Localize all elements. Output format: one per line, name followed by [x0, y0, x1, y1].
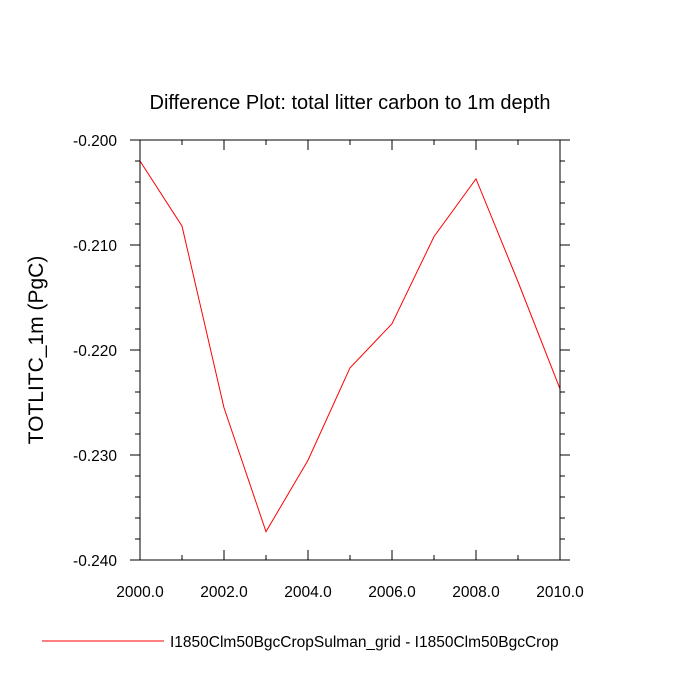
axis-ticks: [130, 139, 570, 561]
y-tick-label: -0.210: [73, 238, 117, 255]
legend-label: I1850Clm50BgcCropSulman_grid - I1850Clm5…: [170, 634, 559, 651]
y-tick-label: -0.200: [73, 133, 117, 150]
x-tick-label: 2008.0: [452, 584, 500, 601]
y-axis-label: TOTLITC_1m (PgC): [25, 256, 48, 445]
x-tick-label: 2000.0: [116, 584, 164, 601]
plot-frame: [139, 139, 561, 561]
y-tick-label: -0.240: [73, 553, 117, 570]
chart-title: Difference Plot: total litter carbon to …: [150, 92, 551, 114]
x-tick-label: 2004.0: [284, 584, 332, 601]
tick-labels: 2000.0 2002.0 2004.0 2006.0 2008.0 2010.0 -0.2…: [73, 133, 584, 601]
legend: I1850Clm50BgcCropSulman_grid - I1850Clm5…: [42, 634, 559, 651]
x-tick-label: 2010.0: [536, 584, 584, 601]
y-tick-label: -0.220: [73, 343, 117, 360]
y-tick-label: -0.230: [73, 448, 117, 465]
x-tick-label: 2002.0: [200, 584, 248, 601]
series-line: [139, 160, 561, 533]
series-lines: [139, 160, 561, 533]
x-tick-label: 2006.0: [368, 584, 416, 601]
